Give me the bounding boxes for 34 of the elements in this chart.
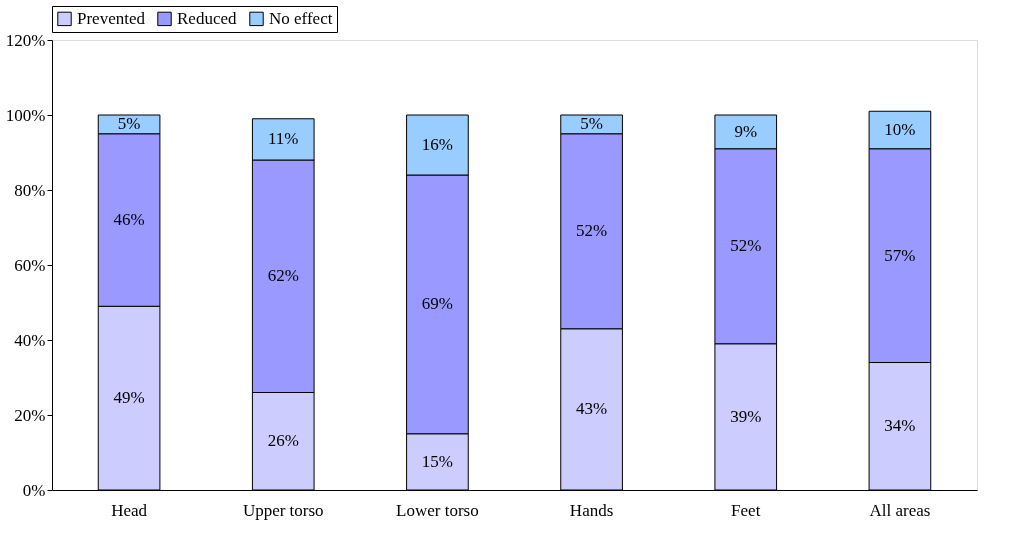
x-tick-label: Head (111, 500, 148, 520)
data-label: 57% (884, 245, 916, 265)
y-tick-label: 60% (14, 255, 46, 275)
data-label: 39% (730, 406, 762, 426)
legend-label: Reduced (177, 8, 237, 28)
y-tick-label: 0% (22, 480, 46, 500)
y-tick-label: 40% (14, 330, 46, 350)
data-label: 9% (734, 121, 758, 141)
x-tick-label: Hands (569, 500, 614, 520)
data-label: 10% (884, 120, 916, 139)
legend-label: No effect (269, 8, 333, 28)
data-label: 34% (884, 416, 916, 436)
data-label: 49% (113, 388, 145, 408)
data-label: 43% (576, 399, 608, 419)
data-label: 26% (267, 431, 299, 451)
data-label: 52% (730, 236, 762, 256)
x-tick-label: Lower torso (396, 500, 479, 520)
data-label: 69% (421, 294, 453, 314)
y-tick-label: 120% (5, 30, 46, 50)
data-label: 46% (113, 210, 145, 229)
data-label: 11% (267, 129, 299, 149)
data-label: 5% (117, 114, 141, 134)
x-tick-label: Upper torso (242, 500, 324, 520)
data-label: 15% (421, 451, 453, 471)
y-tick-label: 80% (14, 180, 46, 200)
data-label: 5% (580, 114, 603, 134)
data-label: 62% (267, 266, 299, 286)
y-tick-label: 100% (5, 105, 46, 125)
data-label: 16% (421, 135, 453, 154)
legend-label: Prevented (77, 8, 146, 28)
x-tick-label: Feet (731, 500, 761, 520)
x-tick-label: All areas (869, 500, 931, 520)
y-tick-label: 20% (14, 405, 46, 425)
data-label: 52% (576, 221, 608, 241)
